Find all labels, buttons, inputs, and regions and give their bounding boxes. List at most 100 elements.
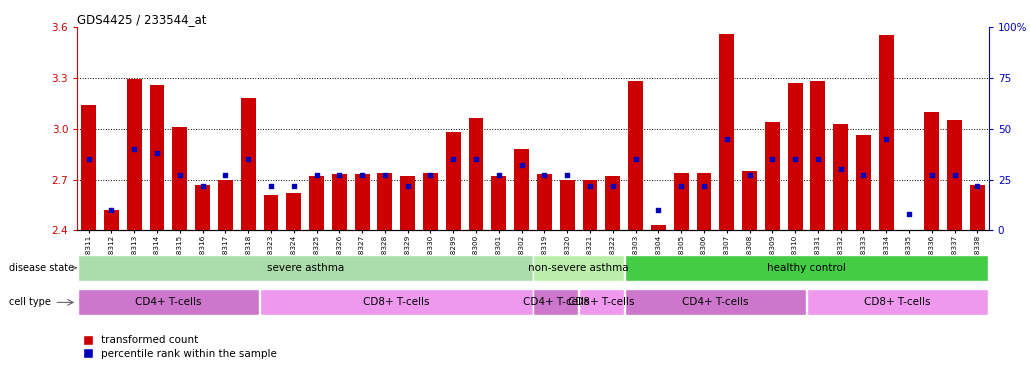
Bar — [606, 176, 620, 230]
Point — [445, 156, 461, 162]
Point — [422, 172, 439, 179]
Bar — [172, 127, 187, 230]
Point — [559, 172, 576, 179]
Point — [354, 172, 371, 179]
Point — [878, 136, 894, 142]
Point — [901, 211, 918, 217]
Point — [924, 172, 940, 179]
Point — [240, 156, 256, 162]
Bar — [696, 173, 712, 230]
Bar — [77, 255, 533, 281]
Point — [582, 182, 598, 189]
Text: GDS4425 / 233544_at: GDS4425 / 233544_at — [77, 13, 207, 26]
Bar — [879, 35, 894, 230]
Bar — [583, 179, 597, 230]
Bar — [651, 225, 665, 230]
Text: non-severe asthma: non-severe asthma — [528, 263, 629, 273]
Point — [855, 172, 871, 179]
Bar — [628, 81, 643, 230]
Text: CD4+ T-cells: CD4+ T-cells — [522, 297, 589, 308]
Point — [331, 172, 347, 179]
Point — [217, 172, 234, 179]
Bar — [674, 173, 689, 230]
Point — [810, 156, 826, 162]
Point — [650, 207, 666, 213]
Bar — [806, 290, 989, 315]
Text: disease state: disease state — [9, 263, 74, 273]
Bar — [719, 34, 734, 230]
Bar — [742, 171, 757, 230]
Point — [263, 182, 279, 189]
Point — [377, 172, 393, 179]
Bar — [149, 84, 165, 230]
Bar — [77, 290, 260, 315]
Point — [787, 156, 803, 162]
Bar — [948, 120, 962, 230]
Point — [400, 182, 416, 189]
Bar — [286, 193, 301, 230]
Text: CD4+ T-cells: CD4+ T-cells — [135, 297, 202, 308]
Text: CD8+ T-cells: CD8+ T-cells — [569, 297, 634, 308]
Point — [627, 156, 644, 162]
Bar — [765, 122, 780, 230]
Point — [103, 207, 119, 213]
Point — [468, 156, 484, 162]
Point — [195, 182, 211, 189]
Bar — [127, 79, 142, 230]
Bar — [241, 98, 255, 230]
Point — [308, 172, 324, 179]
Bar — [534, 290, 578, 315]
Bar — [924, 112, 939, 230]
Text: severe asthma: severe asthma — [267, 263, 344, 273]
Point — [673, 182, 689, 189]
Bar — [218, 179, 233, 230]
Bar — [624, 255, 989, 281]
Text: CD4+ T-cells: CD4+ T-cells — [682, 297, 749, 308]
Bar — [377, 173, 392, 230]
Bar — [624, 290, 806, 315]
Bar — [401, 176, 415, 230]
Point — [742, 172, 758, 179]
Bar — [514, 149, 529, 230]
Bar — [970, 185, 985, 230]
Bar — [856, 136, 871, 230]
Bar — [260, 290, 533, 315]
Bar — [559, 179, 575, 230]
Point — [126, 146, 142, 152]
Point — [605, 182, 621, 189]
Bar — [491, 176, 507, 230]
Point — [148, 150, 165, 156]
Point — [969, 182, 986, 189]
Point — [832, 166, 849, 172]
Point — [172, 172, 188, 179]
Text: CD8+ T-cells: CD8+ T-cells — [363, 297, 430, 308]
Point — [947, 172, 963, 179]
Point — [537, 172, 553, 179]
Bar — [788, 83, 802, 230]
Point — [490, 172, 507, 179]
Point — [285, 182, 302, 189]
Bar — [579, 290, 624, 315]
Text: CD8+ T-cells: CD8+ T-cells — [864, 297, 931, 308]
Point — [764, 156, 781, 162]
Point — [719, 136, 735, 142]
Bar — [81, 105, 96, 230]
Bar — [104, 210, 118, 230]
Legend: transformed count, percentile rank within the sample: transformed count, percentile rank withi… — [82, 336, 277, 359]
Text: healthy control: healthy control — [767, 263, 846, 273]
Bar — [332, 174, 347, 230]
Bar — [195, 185, 210, 230]
Point — [695, 182, 712, 189]
Bar — [534, 255, 624, 281]
Bar — [446, 132, 460, 230]
Point — [80, 156, 97, 162]
Bar — [469, 118, 483, 230]
Bar — [423, 173, 438, 230]
Bar — [264, 195, 278, 230]
Text: cell type: cell type — [9, 297, 50, 308]
Point — [513, 162, 529, 168]
Bar — [537, 174, 552, 230]
Bar — [354, 174, 370, 230]
Bar — [833, 124, 848, 230]
Bar — [309, 176, 324, 230]
